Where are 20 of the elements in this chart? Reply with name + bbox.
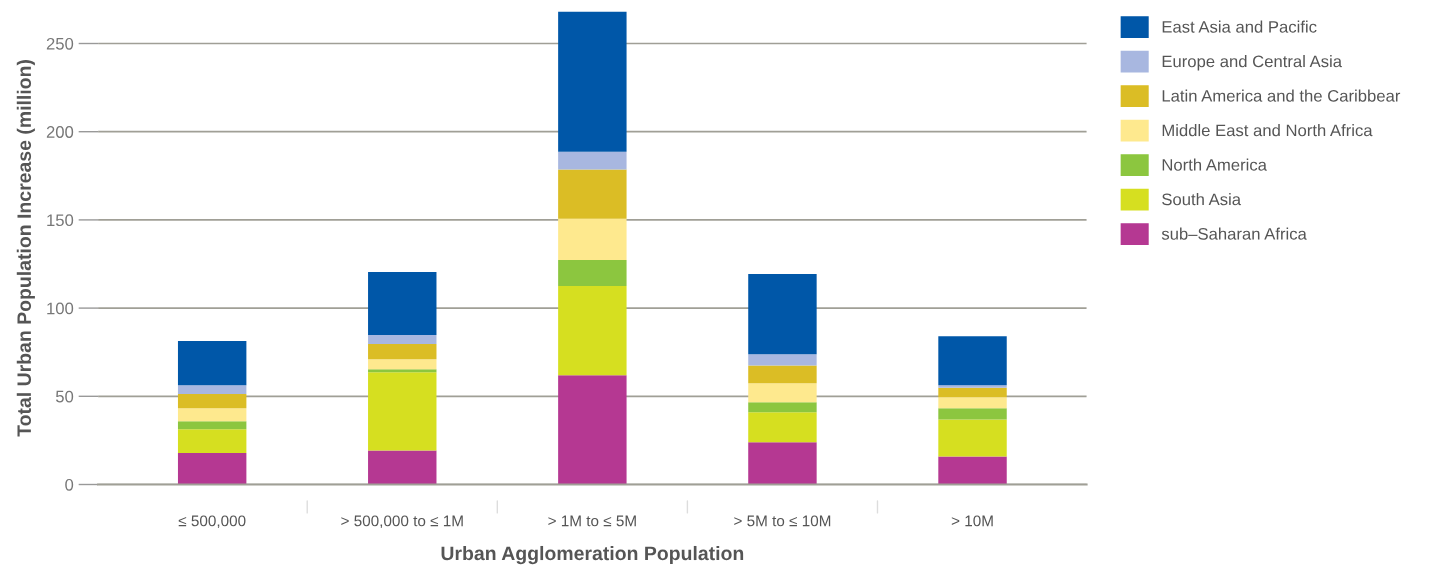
y-tick-label: 200: [46, 126, 74, 138]
legend-label: Latin America and the Caribbear: [1162, 89, 1401, 102]
x-tick-label: > 1M to ≤ 5M: [548, 515, 636, 527]
x-axis-title: Urban Agglomeration Population: [441, 545, 744, 565]
y-tick-label: 100: [47, 302, 74, 315]
legend-label: Middle East and North Africa: [1162, 124, 1373, 137]
legend-label: East Asia and Pacific: [1162, 20, 1317, 33]
x-tick-label: ≤ 500,000: [178, 515, 246, 529]
x-tick-label: > 5M to ≤ 10M: [734, 515, 831, 527]
y-tick-label: 0: [65, 478, 74, 491]
legend-label: Europe and Central Asia: [1162, 55, 1343, 71]
x-tick-label: > 500,000 to ≤ 1M: [341, 515, 463, 529]
legend-label: South Asia: [1162, 193, 1242, 206]
y-tick-label: 250: [46, 37, 74, 50]
legend-label: sub–Saharan Africa: [1161, 227, 1307, 240]
y-axis-title: Total Urban Population Increase (million): [16, 60, 35, 437]
y-tick-label: 150: [47, 214, 74, 227]
y-tick-label: 50: [55, 390, 74, 403]
x-tick-label: > 10M: [951, 515, 993, 527]
legend-label: North America: [1162, 158, 1267, 171]
